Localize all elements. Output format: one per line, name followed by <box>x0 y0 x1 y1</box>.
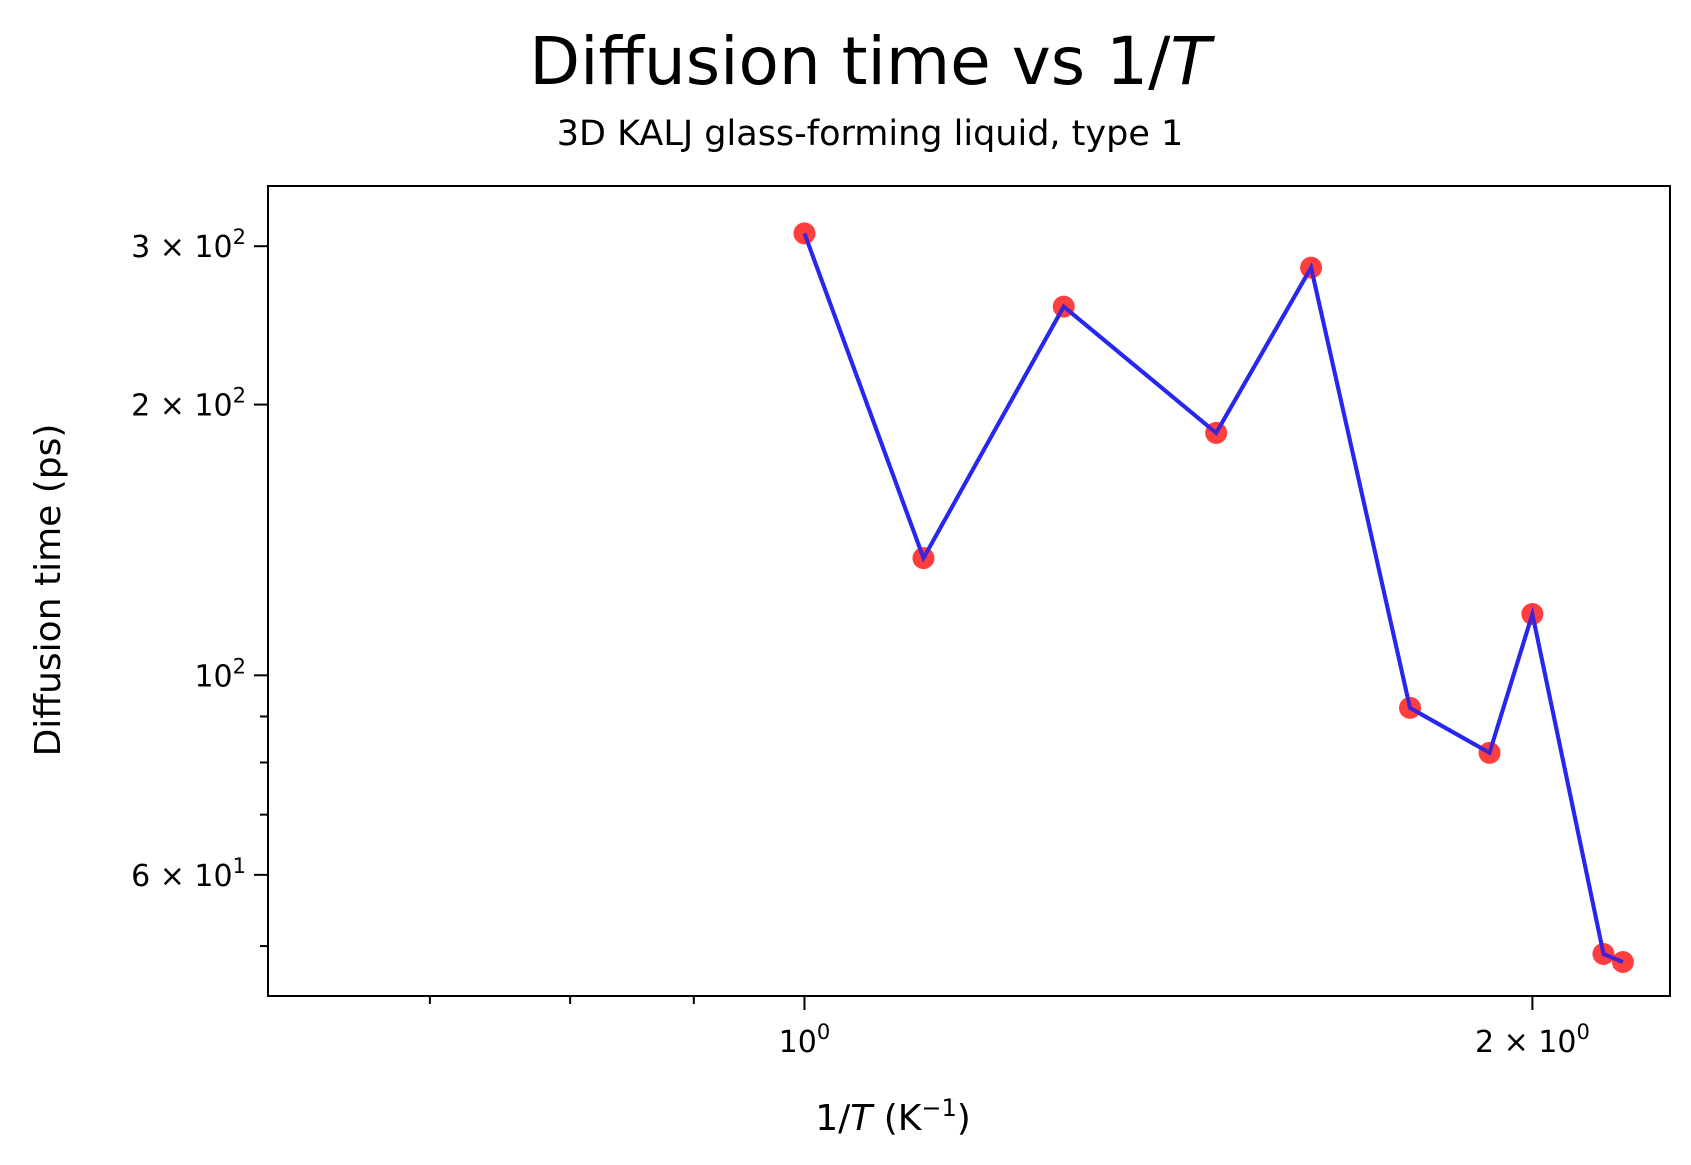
series-line-overlay <box>802 232 1624 964</box>
y-tick-label: 6 × 101 <box>131 854 246 894</box>
y-tick-label: 3 × 102 <box>131 225 246 265</box>
x-tick-label: 2 × 100 <box>1475 1020 1590 1060</box>
series-line <box>802 232 1624 964</box>
minor-ticks <box>260 715 695 1004</box>
y-axis-label: Diffusion time (ps) <box>28 424 69 757</box>
data-point <box>1611 951 1634 974</box>
tick-labels: 100 2 × 100 6 × 101 102 2 × 102 3 × 102 <box>131 225 1590 1060</box>
chart-title: Diffusion time vs 1/T <box>529 23 1215 100</box>
series-markers <box>793 222 1634 974</box>
major-ticks <box>254 245 1534 1010</box>
x-tick-label: 100 <box>779 1020 831 1060</box>
x-axis-label: 1/T (K−1) <box>815 1094 971 1139</box>
plot-area-frame <box>267 185 1671 997</box>
chart-subtitle: 3D KALJ glass-forming liquid, type 1 <box>557 114 1184 154</box>
y-tick-label: 102 <box>194 654 246 694</box>
data-point <box>793 222 816 245</box>
y-tick-label: 2 × 102 <box>131 384 246 424</box>
